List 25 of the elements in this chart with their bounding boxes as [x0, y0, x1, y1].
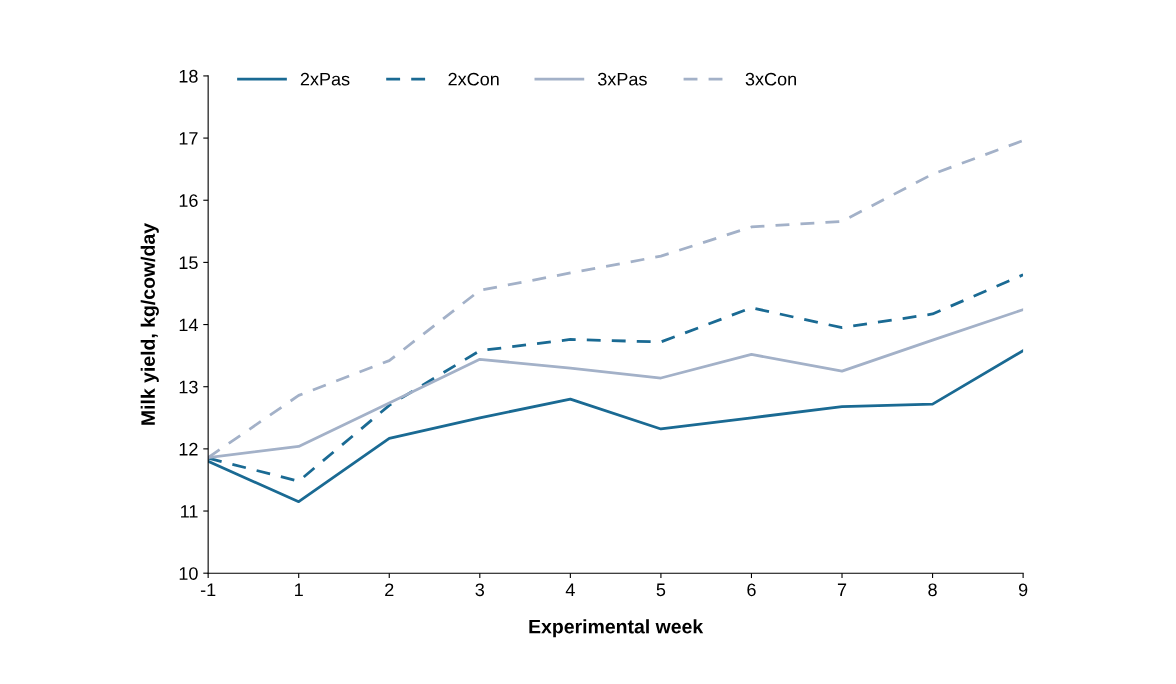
y-tick-label: 18: [179, 69, 198, 83]
y-tick-label: 15: [179, 256, 198, 270]
x-tick-label: 9: [1018, 583, 1028, 597]
legend-label: 2xCon: [448, 72, 499, 86]
y-tick-label: 13: [179, 380, 198, 394]
legend-label: 3xPas: [597, 72, 647, 86]
y-tick-label: 16: [179, 194, 198, 207]
y-tick-label: 14: [179, 318, 198, 332]
x-tick-label: 6: [747, 583, 756, 597]
legend-label: 2xPas: [300, 72, 350, 86]
x-tick-label: 5: [656, 583, 666, 597]
y-tick-label: 11: [181, 505, 198, 518]
y-tick-label: 10: [179, 567, 198, 580]
y-tick-label: 12: [179, 442, 198, 456]
x-tick-label: 7: [837, 583, 847, 596]
x-tick-label: 4: [565, 583, 575, 596]
x-tick-label: 1: [295, 583, 303, 596]
x-tick-label: 8: [928, 583, 937, 597]
x-tick-label: -1: [200, 583, 216, 596]
legend-label: 3xCon: [745, 72, 796, 86]
y-axis-title: Milk yield, kg/cow/day: [140, 223, 159, 425]
x-axis-title: Experimental week: [529, 619, 704, 638]
x-tick-label: 3: [475, 583, 485, 597]
x-tick-label: 2: [385, 583, 394, 596]
y-tick-label: 17: [179, 132, 198, 145]
